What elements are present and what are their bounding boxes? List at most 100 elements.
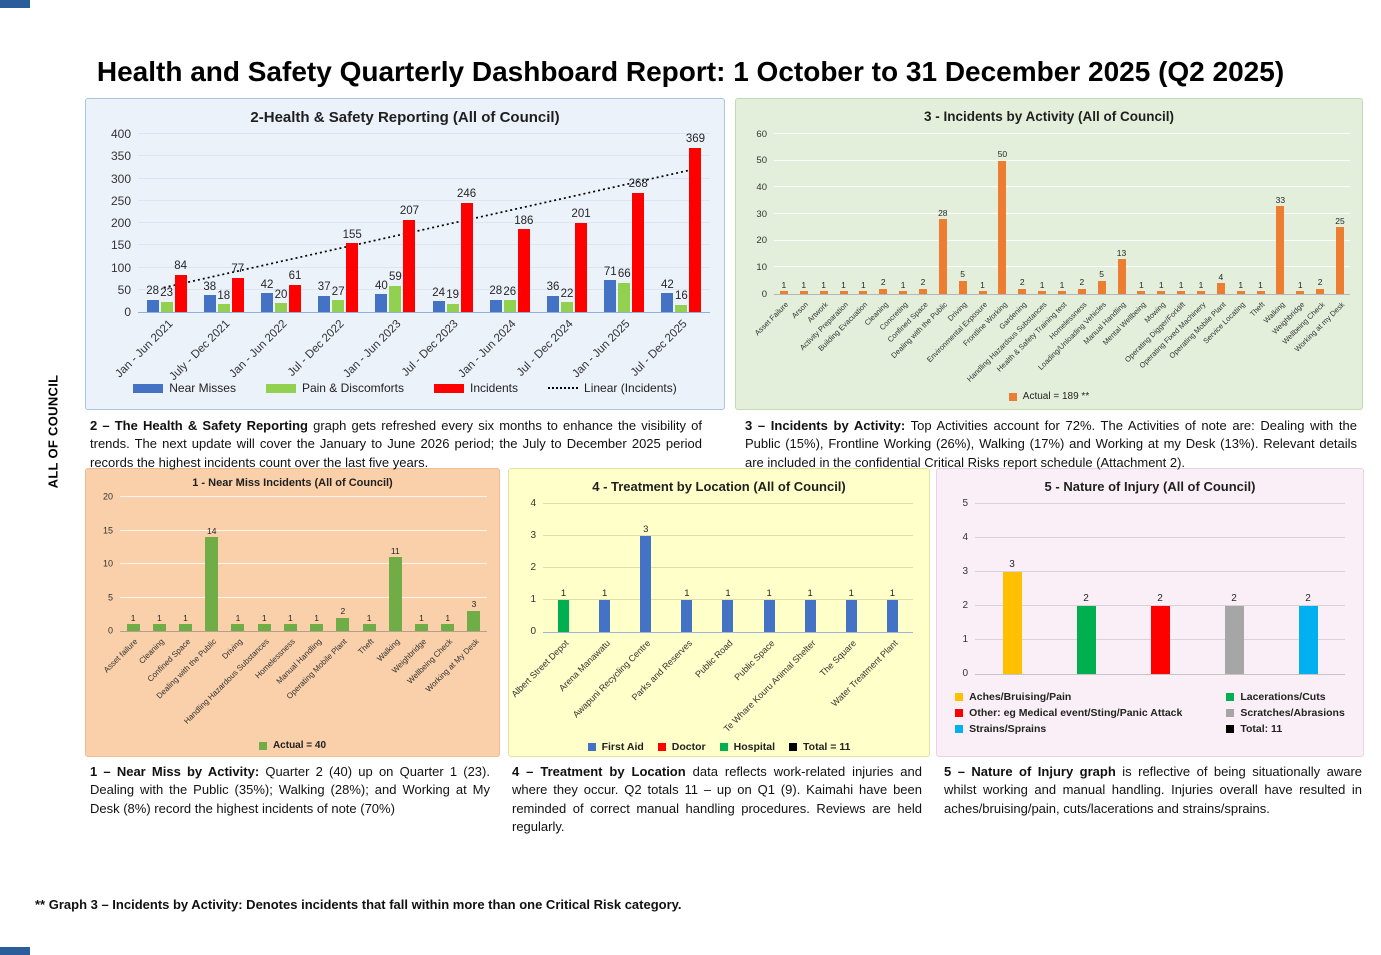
- bar-value-label: 207: [399, 205, 419, 218]
- bar-slot: 71: [604, 134, 617, 312]
- bar: [203, 295, 216, 312]
- bar-slot: 5: [953, 134, 973, 294]
- y-axis-label: 0: [124, 305, 131, 319]
- y-axis-label: 200: [110, 216, 131, 230]
- bar: [958, 280, 967, 294]
- bar: [415, 624, 429, 631]
- bar-value-label: 2: [1317, 277, 1323, 288]
- bar-slot: 1: [1052, 134, 1072, 294]
- bar-value-label: 1: [900, 279, 906, 290]
- gridline: [774, 159, 1350, 161]
- y-axis-label: 0: [962, 668, 968, 679]
- bar-value-label: 19: [446, 289, 460, 302]
- bar: [1236, 291, 1245, 294]
- bar-slot: 25: [1330, 134, 1350, 294]
- y-axis-label: 1: [530, 594, 536, 605]
- bar: [1296, 291, 1305, 294]
- bar: [547, 295, 560, 312]
- bar-value-label: 33: [1275, 194, 1286, 205]
- plot-area: 0 50 100 150 200 250 300 350 400 28 23 84 38 18 77 42 20…: [111, 128, 710, 318]
- plot-area: 0 1 2 3 4 5 3 2 2 2 2: [962, 499, 1345, 679]
- bar: [689, 147, 702, 312]
- plot-area: 0 10 20 30 40 50 60 1 1 1 1 1 2 1 2 28 5 1 50 2 1 1 2 5 13 1 1 1 1 4 1…: [756, 129, 1350, 298]
- bar-value-label: 2: [1157, 593, 1163, 604]
- bar-value-label: 1: [848, 587, 854, 599]
- x-axis-tick: Manual Handling: [274, 632, 330, 738]
- legend-label: Aches/Bruising/Pain: [969, 691, 1072, 703]
- bar: [879, 288, 888, 294]
- caption-body: data reflects work-related injuries and …: [512, 764, 922, 835]
- legend-label: Lacerations/Cuts: [1240, 691, 1326, 703]
- bar: [804, 600, 816, 632]
- bar-value-label: 36: [546, 281, 560, 294]
- y-axis-label: 5: [107, 592, 113, 602]
- legend-swatch: [548, 387, 579, 389]
- legend-item: Scratches/Abrasions: [1226, 707, 1345, 719]
- bar: [231, 277, 244, 312]
- bar-slot: 1: [1231, 134, 1251, 294]
- legend-swatch: [1226, 709, 1235, 717]
- bar: [1077, 288, 1086, 294]
- bar-slot: 2: [330, 497, 356, 631]
- x-axis-tick: Service Locating: [1201, 295, 1251, 387]
- gridline: [543, 567, 913, 568]
- bar: [318, 295, 331, 312]
- bar: [681, 600, 693, 632]
- bar-slot: 1: [120, 497, 146, 631]
- bar: [575, 222, 588, 312]
- bar-slot: 246: [457, 134, 476, 312]
- bar-value-label: 1: [235, 612, 241, 623]
- bar-value-label: 246: [457, 188, 477, 201]
- chart-title: 2-Health & Safety Reporting (All of Coun…: [250, 109, 560, 126]
- bar: [675, 304, 688, 312]
- bar-slot: 1: [831, 504, 872, 632]
- bar-value-label: 3: [1009, 559, 1015, 570]
- bar-value-label: 268: [628, 178, 648, 191]
- bar-slot: 1: [893, 134, 913, 294]
- y-axis-label: 15: [102, 525, 113, 535]
- legend-item: Actual = 189 **: [1008, 391, 1090, 402]
- bar: [432, 301, 445, 312]
- gridline: [138, 177, 710, 179]
- bar-slot: 61: [289, 134, 301, 312]
- x-axis-tick: Parks and Reserves: [630, 633, 707, 737]
- bar-value-label: 25: [1335, 215, 1345, 226]
- caption-body: Top Activities account for 72%. The Acti…: [745, 418, 1358, 470]
- bar-slot: 1: [408, 497, 434, 631]
- bar: [1002, 572, 1022, 674]
- bar-value-label: 20: [274, 288, 288, 301]
- legend-label: Pain & Discomforts: [301, 381, 404, 395]
- bar-value-label: 3: [471, 599, 477, 610]
- bar-value-label: 42: [260, 278, 274, 291]
- gridline: [120, 529, 487, 531]
- bar-slot: 50: [992, 134, 1012, 294]
- bar-slot: 3: [461, 497, 487, 631]
- gridline: [138, 288, 710, 290]
- bar: [174, 274, 187, 312]
- bar-group: 36 22 201: [538, 134, 595, 312]
- x-axis-tick: Operating Mobile Plant: [1167, 295, 1231, 387]
- bar: [205, 537, 219, 631]
- gridline: [120, 596, 487, 598]
- bar: [126, 624, 140, 631]
- panel-near-miss-incidents: 1 - Near Miss Incidents (All of Council)…: [85, 468, 500, 757]
- x-axis-tick: Handling Hazardous Substances: [182, 632, 277, 738]
- y-axis-label: 150: [110, 238, 131, 253]
- bar-value-label: 24: [432, 286, 446, 299]
- bar: [1196, 291, 1205, 294]
- bar-value-label: 28: [489, 285, 503, 298]
- bar-slot: 27: [332, 134, 345, 312]
- bar-value-label: 2: [1083, 593, 1089, 604]
- bar-slot: 14: [199, 497, 225, 631]
- legend-label: Actual = 189 **: [1022, 391, 1090, 402]
- bar: [899, 291, 908, 294]
- x-axis-tick: Walking: [375, 632, 408, 738]
- gridline: [975, 503, 1345, 504]
- bar-slot: 2: [913, 134, 933, 294]
- bar: [1177, 291, 1186, 294]
- bar-value-label: 1: [288, 612, 293, 623]
- bar-slot: 16: [675, 134, 688, 312]
- bar: [489, 299, 502, 312]
- chart-title: 5 - Nature of Injury (All of Council): [1044, 479, 1256, 494]
- bar-slot: 2: [1271, 504, 1345, 674]
